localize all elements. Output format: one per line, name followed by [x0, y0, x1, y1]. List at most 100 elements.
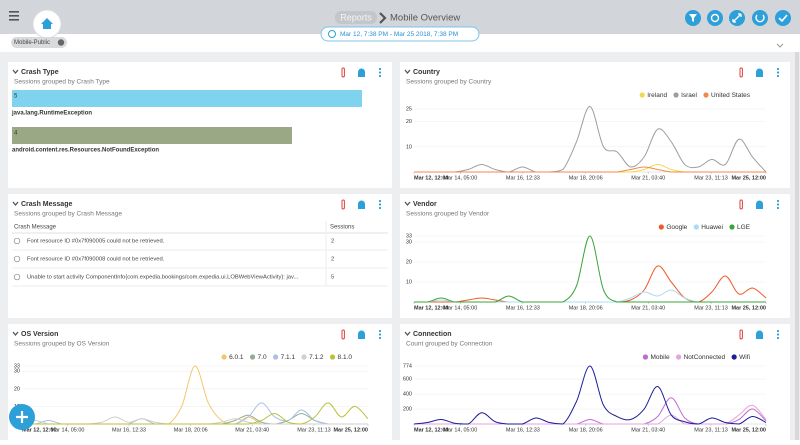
more-icon[interactable]: [378, 67, 382, 71]
more-icon[interactable]: [378, 336, 382, 340]
more-icon[interactable]: [776, 71, 780, 74]
y-tick-label: 10: [406, 279, 412, 285]
x-tick-label: Mar 12, 12:00: [414, 305, 449, 311]
x-tick-label: Mar 18, 20:06: [569, 305, 603, 311]
threshold-icon[interactable]: [739, 329, 743, 340]
home-button[interactable]: [32, 9, 62, 39]
legend-label[interactable]: 7.0: [258, 354, 267, 361]
legend-label[interactable]: 7.1.2: [309, 354, 324, 361]
panel-title: Country: [413, 69, 440, 76]
x-tick-label: Mar 16, 12:33: [506, 305, 540, 311]
more-icon[interactable]: [776, 336, 780, 340]
alert-icon[interactable]: [358, 68, 365, 77]
alert-icon[interactable]: [756, 330, 763, 340]
panel-subtitle: Sessions grouped by Country: [406, 79, 492, 86]
legend-marker[interactable]: [249, 354, 256, 360]
crash-message[interactable]: Unable to start activity ComponentInfo{c…: [27, 275, 299, 281]
legend-marker[interactable]: [675, 354, 682, 360]
threshold-icon[interactable]: [341, 329, 345, 340]
row-radio[interactable]: [13, 255, 21, 263]
legend-label[interactable]: Ireland: [647, 92, 667, 99]
legend-marker[interactable]: [272, 354, 279, 360]
breadcrumb[interactable]: Reports: [340, 12, 372, 22]
x-tick-label: Mar 14, 05:00: [443, 175, 477, 181]
legend-marker[interactable]: [301, 354, 307, 360]
legend-label[interactable]: LGE: [737, 224, 751, 231]
more-icon[interactable]: [776, 203, 780, 206]
threshold-icon[interactable]: [341, 67, 345, 78]
legend-marker[interactable]: [729, 224, 735, 230]
legend-label[interactable]: 6.0.1: [229, 354, 244, 361]
x-tick-label: Mar 14, 05:00: [51, 427, 85, 433]
legend-marker[interactable]: [658, 224, 664, 230]
threshold-icon[interactable]: [739, 67, 743, 78]
more-icon[interactable]: [378, 199, 382, 203]
more-icon[interactable]: [776, 329, 780, 333]
bar-value-label: 4: [14, 131, 18, 137]
alert-icon[interactable]: [756, 200, 763, 209]
legend-label[interactable]: United States: [711, 92, 751, 99]
y-tick-label: 20: [406, 119, 412, 125]
panel-title: Vendor: [413, 201, 437, 208]
date-range[interactable]: Mar 12, 7:38 PM - Mar 25 2018, 7:38 PM: [340, 31, 458, 38]
alert-icon[interactable]: [358, 200, 365, 209]
collapse-icon: [12, 201, 19, 207]
alert-icon[interactable]: [756, 68, 763, 77]
threshold-icon[interactable]: [341, 199, 345, 210]
crash-message[interactable]: Font resource ID #0x7f090008 could not b…: [27, 257, 165, 263]
panel-title: OS Version: [21, 331, 58, 338]
legend-marker[interactable]: [221, 354, 227, 360]
legend-marker[interactable]: [673, 92, 679, 98]
page-title: Mobile Overview: [390, 13, 460, 24]
toolbar[interactable]: [685, 10, 791, 26]
date-range-pill[interactable]: [320, 26, 480, 42]
menu-button[interactable]: [9, 11, 19, 21]
chip-remove[interactable]: [57, 39, 65, 46]
more-icon[interactable]: [378, 206, 382, 210]
legend-label[interactable]: 8.1.0: [338, 354, 353, 361]
more-icon[interactable]: [378, 71, 382, 74]
more-icon[interactable]: [776, 199, 780, 203]
x-tick-label: Mar 14, 05:00: [443, 305, 477, 311]
threshold-icon[interactable]: [739, 199, 743, 210]
legend-marker[interactable]: [731, 354, 737, 360]
legend-label[interactable]: NotConnected: [684, 354, 726, 361]
panel-title: Crash Type: [21, 69, 59, 76]
row-radio[interactable]: [13, 237, 21, 245]
legend-label[interactable]: Mobile: [650, 354, 670, 361]
more-icon[interactable]: [776, 67, 780, 71]
y-tick-label: 200: [403, 406, 412, 412]
crash-message[interactable]: Font resource ID #0x7f090005 could not b…: [27, 239, 165, 245]
scrollbar[interactable]: [795, 52, 799, 440]
panel-subtitle: Count grouped by Connection: [406, 341, 493, 348]
legend-marker[interactable]: [639, 92, 645, 98]
y-tick-label: 600: [403, 376, 412, 382]
legend-label[interactable]: Huawei: [701, 224, 723, 231]
more-icon[interactable]: [378, 203, 382, 206]
more-icon[interactable]: [378, 74, 382, 78]
legend-marker[interactable]: [642, 354, 649, 360]
legend-label[interactable]: Israel: [681, 92, 697, 99]
y-tick-label: 33: [14, 363, 20, 369]
more-icon[interactable]: [776, 74, 780, 78]
filter-caret[interactable]: [776, 43, 784, 48]
collapse-icon: [404, 69, 411, 75]
panel: [8, 324, 392, 440]
legend-marker[interactable]: [703, 92, 709, 98]
filter-chip[interactable]: [11, 37, 67, 48]
more-icon[interactable]: [776, 206, 780, 210]
legend-label[interactable]: Google: [666, 224, 687, 231]
legend-marker[interactable]: [329, 354, 336, 360]
row-radio[interactable]: [13, 273, 21, 281]
more-icon[interactable]: [378, 333, 382, 336]
legend-marker[interactable]: [693, 224, 699, 230]
add-button[interactable]: [9, 404, 35, 430]
legend-label[interactable]: 7.1.1: [281, 354, 296, 361]
more-icon[interactable]: [776, 333, 780, 336]
breadcrumb-pill: [335, 11, 377, 24]
x-tick-label: Mar 21, 03:40: [235, 427, 269, 433]
legend-label[interactable]: Wifi: [739, 354, 750, 361]
alert-icon[interactable]: [358, 330, 365, 340]
y-tick-label: 20: [14, 386, 20, 392]
more-icon[interactable]: [378, 329, 382, 333]
